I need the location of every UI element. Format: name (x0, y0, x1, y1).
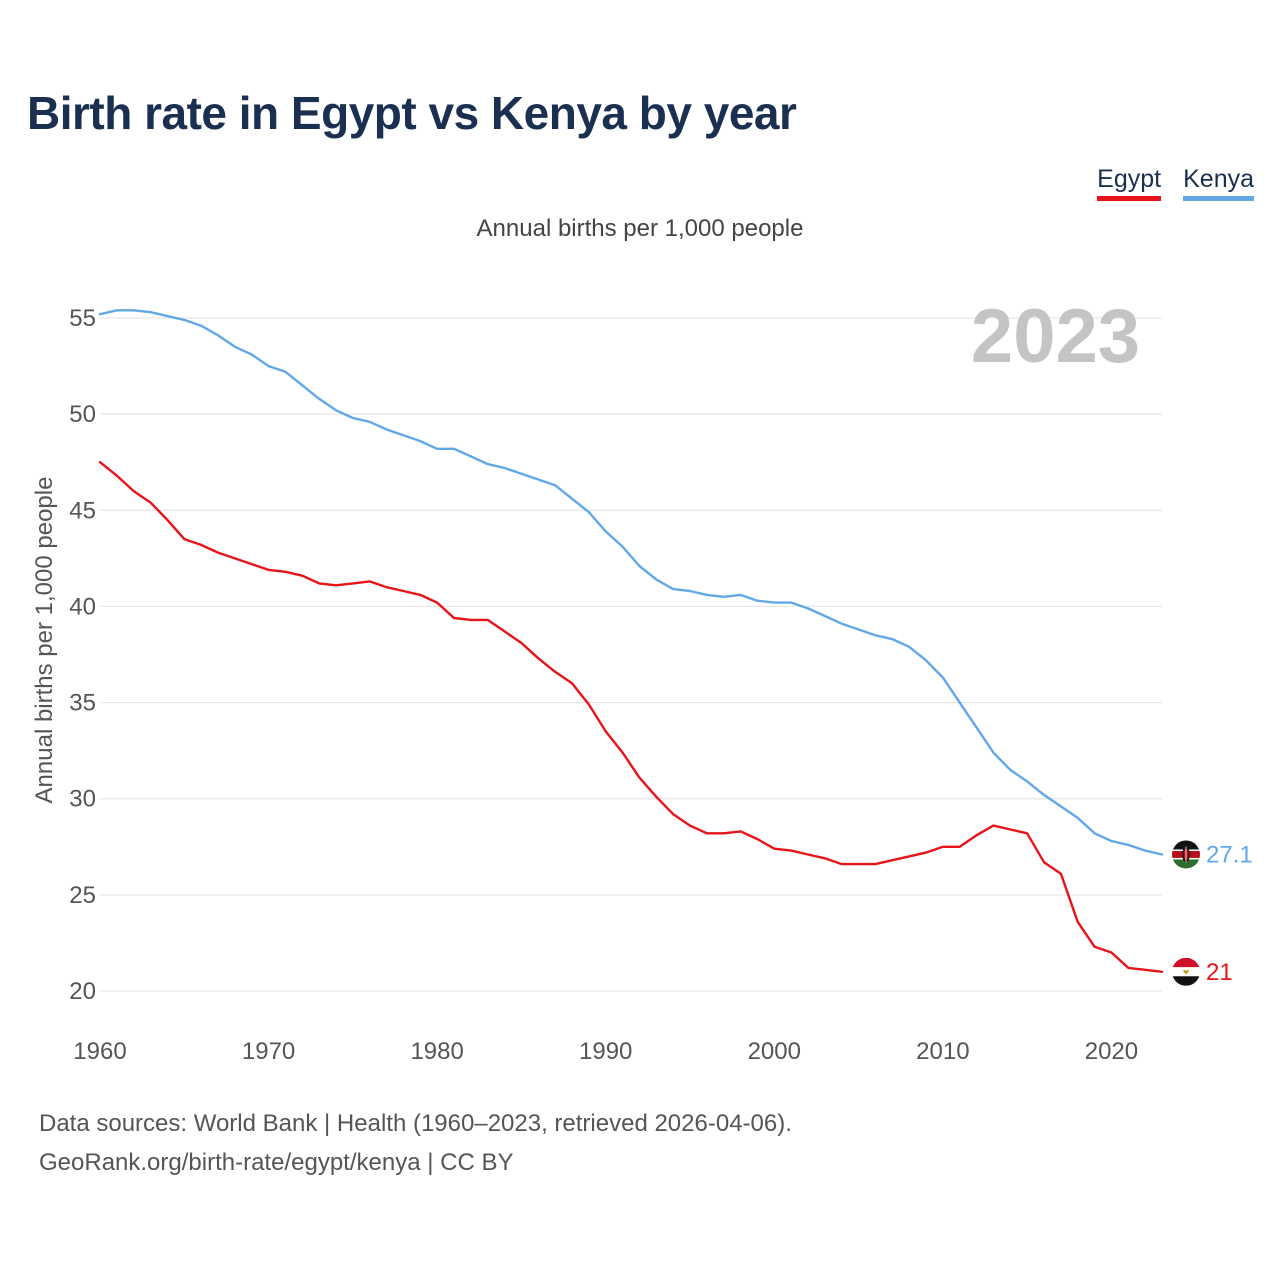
y-tick-label: 30 (69, 786, 96, 813)
kenya-end-value: 27.1 (1206, 841, 1253, 868)
chart-subtitle: Annual births per 1,000 people (476, 215, 804, 242)
y-axis-title: Annual births per 1,000 people (31, 477, 58, 804)
legend-item-egypt[interactable]: Egypt (1097, 164, 1162, 201)
legend: Egypt Kenya (1097, 164, 1254, 201)
footer: Data sources: World Bank | Health (1960–… (39, 1104, 792, 1182)
x-tick-label: 1960 (73, 1038, 126, 1065)
credit-link[interactable]: GeoRank.org/birth-rate/egypt/kenya | CC … (39, 1149, 514, 1176)
x-axis-ticks: 1960 1970 1980 1990 2000 2010 2020 (73, 1038, 1138, 1065)
legend-item-kenya[interactable]: Kenya (1183, 164, 1254, 201)
series-line-kenya (98, 309, 1164, 856)
data-source-note: Data sources: World Bank | Health (1960–… (39, 1110, 792, 1137)
x-tick-label: 2000 (748, 1038, 801, 1065)
x-tick-label: 1990 (579, 1038, 632, 1065)
kenya-flag-icon (1172, 840, 1200, 869)
series-lines (98, 309, 1164, 973)
x-tick-label: 1970 (242, 1038, 295, 1065)
series-line-egypt (98, 461, 1164, 973)
x-tick-label: 2010 (916, 1038, 969, 1065)
egypt-flag-icon (1172, 957, 1200, 986)
y-tick-label: 50 (69, 401, 96, 428)
y-axis-ticks: 20 25 30 35 40 45 50 55 (69, 305, 96, 1005)
kenya-end-label: 27.1 (1172, 840, 1253, 869)
egypt-end-value: 21 (1206, 959, 1233, 986)
egypt-end-label: 21 (1172, 957, 1233, 986)
x-tick-label: 1980 (410, 1038, 463, 1065)
year-label: 2023 (971, 294, 1140, 379)
y-tick-label: 40 (69, 593, 96, 620)
y-tick-label: 45 (69, 497, 96, 524)
y-tick-label: 35 (69, 690, 96, 717)
y-tick-label: 20 (69, 978, 96, 1005)
y-tick-label: 25 (69, 882, 96, 909)
gridlines (100, 317, 1162, 992)
y-tick-label: 55 (69, 305, 96, 332)
chart-title: Birth rate in Egypt vs Kenya by year (27, 87, 797, 139)
x-tick-label: 2020 (1085, 1038, 1138, 1065)
